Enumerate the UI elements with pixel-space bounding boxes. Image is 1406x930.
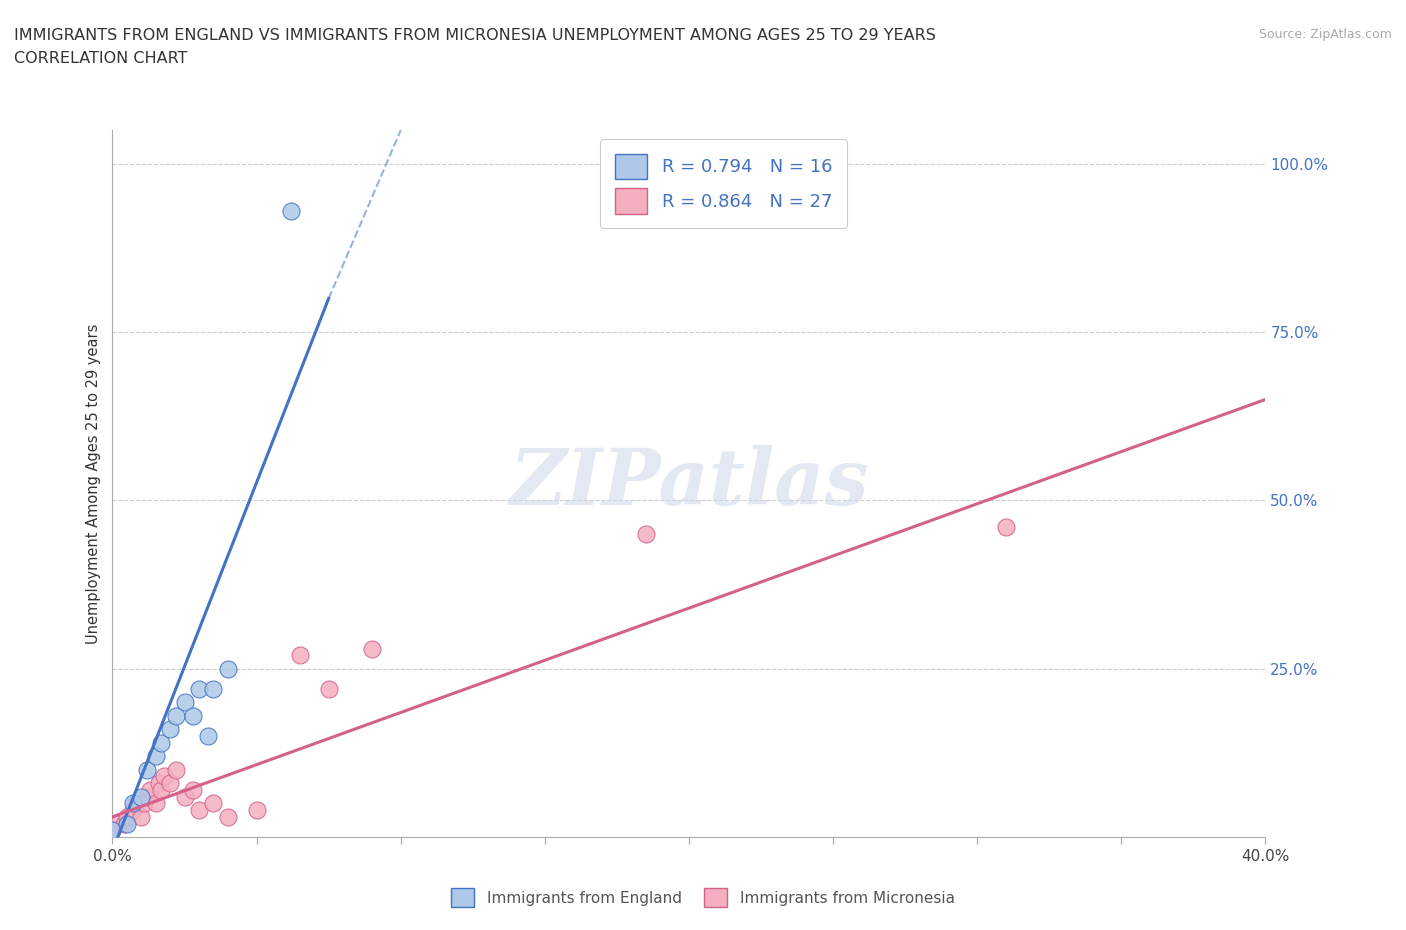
- Point: [129, 809, 153, 824]
- Point: [245, 803, 267, 817]
- Legend: R = 0.794   N = 16, R = 0.864   N = 27: R = 0.794 N = 16, R = 0.864 N = 27: [600, 140, 846, 228]
- Point: [112, 817, 135, 831]
- Point: [165, 709, 187, 724]
- Point: [181, 709, 204, 724]
- Point: [165, 763, 187, 777]
- Point: [202, 796, 225, 811]
- Point: [136, 763, 159, 777]
- Point: [197, 728, 219, 743]
- Text: Source: ZipAtlas.com: Source: ZipAtlas.com: [1258, 28, 1392, 41]
- Point: [145, 796, 167, 811]
- Point: [101, 823, 124, 838]
- Point: [173, 695, 195, 710]
- Point: [150, 782, 173, 797]
- Point: [288, 648, 311, 663]
- Point: [121, 803, 143, 817]
- Point: [995, 520, 1018, 535]
- Point: [153, 769, 176, 784]
- Point: [134, 796, 156, 811]
- Point: [115, 809, 138, 824]
- Y-axis label: Unemployment Among Ages 25 to 29 years: Unemployment Among Ages 25 to 29 years: [86, 324, 101, 644]
- Point: [150, 736, 173, 751]
- Point: [124, 796, 146, 811]
- Point: [217, 809, 239, 824]
- Point: [139, 782, 162, 797]
- Point: [121, 796, 143, 811]
- Point: [159, 722, 181, 737]
- Point: [634, 526, 657, 541]
- Point: [360, 641, 382, 656]
- Point: [145, 749, 167, 764]
- Text: ZIPatlas: ZIPatlas: [509, 445, 869, 522]
- Point: [217, 661, 239, 676]
- Point: [318, 682, 340, 697]
- Point: [129, 790, 153, 804]
- Legend: Immigrants from England, Immigrants from Micronesia: Immigrants from England, Immigrants from…: [446, 883, 960, 913]
- Point: [107, 817, 129, 831]
- Point: [181, 782, 204, 797]
- Point: [159, 776, 181, 790]
- Point: [280, 204, 302, 219]
- Point: [148, 776, 170, 790]
- Point: [188, 682, 211, 697]
- Text: CORRELATION CHART: CORRELATION CHART: [14, 51, 187, 66]
- Point: [202, 682, 225, 697]
- Point: [173, 790, 195, 804]
- Point: [188, 803, 211, 817]
- Point: [115, 817, 138, 831]
- Point: [136, 790, 159, 804]
- Text: IMMIGRANTS FROM ENGLAND VS IMMIGRANTS FROM MICRONESIA UNEMPLOYMENT AMONG AGES 25: IMMIGRANTS FROM ENGLAND VS IMMIGRANTS FR…: [14, 28, 936, 43]
- Point: [101, 823, 124, 838]
